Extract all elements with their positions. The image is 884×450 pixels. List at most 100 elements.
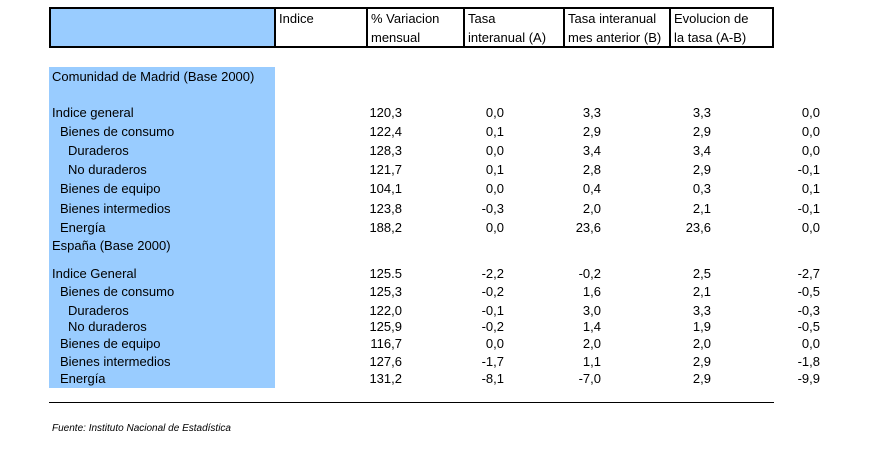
cell-evolucion: -0,5: [797, 284, 820, 299]
table-row: Bienes de equipo 116,7 0,0 2,0 2,0 0,0: [49, 335, 820, 353]
bottom-divider: [49, 402, 774, 403]
table-row: No duraderos 121,7 0,1 2,8 2,9 -0,1: [49, 161, 820, 179]
cell-variacion: 0,0: [485, 220, 504, 235]
cell-variacion: -0,2: [481, 319, 504, 334]
cell-evolucion: -2,7: [797, 266, 820, 281]
cell-indice: 125.5: [369, 266, 402, 281]
cell-evolucion: -1,8: [797, 354, 820, 369]
cell-tasa-a: 0,4: [582, 181, 601, 196]
row-label: No duraderos: [68, 162, 147, 177]
section-title-espana: España (Base 2000): [52, 238, 171, 253]
cell-indice: 127,6: [369, 354, 402, 369]
cell-indice: 116,7: [370, 336, 402, 351]
cell-variacion: -2,2: [481, 266, 504, 281]
row-label: Indice General: [52, 266, 137, 281]
cell-indice: 125,3: [369, 284, 402, 299]
table-row: Bienes intermedios 127,6 -1,7 1,1 2,9 -1…: [49, 353, 820, 371]
row-label: Indice general: [52, 105, 134, 120]
header-variacion-mensual: % Variacion mensual: [366, 7, 464, 48]
table-row: Bienes intermedios 123,8 -0,3 2,0 2,1 -0…: [49, 200, 820, 218]
cell-tasa-a: -0,2: [578, 266, 601, 281]
table-row: Indice general 120,3 0,0 3,3 3,3 0,0: [49, 104, 820, 122]
cell-indice: 188,2: [369, 220, 402, 235]
cell-tasa-a: 2,0: [582, 201, 601, 216]
cell-tasa-a: 23,6: [575, 220, 601, 235]
cell-evolucion: -0,1: [797, 162, 820, 177]
cell-indice: 128,3: [369, 143, 402, 158]
cell-tasa-b: 0,3: [692, 181, 711, 196]
cell-tasa-a: 1,1: [582, 354, 601, 369]
cell-tasa-b: 2,9: [692, 371, 711, 386]
cell-variacion: 0,0: [485, 336, 504, 351]
table-row: Energía 188,2 0,0 23,6 23,6 0,0: [49, 219, 820, 237]
table-row: Bienes de consumo 122,4 0,1 2,9 2,9 0,0: [49, 123, 820, 141]
cell-tasa-b: 2,9: [692, 162, 711, 177]
cell-tasa-b: 3,4: [692, 143, 711, 158]
table-row: Duraderos 122,0 -0,1 3,0 3,3 -0,3: [49, 302, 820, 320]
row-label: Energía: [60, 220, 106, 235]
cell-tasa-b: 2,5: [692, 266, 711, 281]
cell-evolucion: 0,0: [801, 336, 820, 351]
table-row: Bienes de equipo 104,1 0,0 0,4 0,3 0,1: [49, 180, 820, 198]
cell-tasa-a: -7,0: [578, 371, 601, 386]
cell-tasa-a: 3,4: [582, 143, 601, 158]
section-title-madrid: Comunidad de Madrid (Base 2000): [52, 69, 255, 84]
cell-tasa-b: 1,9: [692, 319, 711, 334]
table-row: Duraderos 128,3 0,0 3,4 3,4 0,0: [49, 142, 820, 160]
row-label: No duraderos: [68, 319, 147, 334]
row-label: Bienes de consumo: [60, 284, 175, 299]
row-label: Bienes de equipo: [60, 336, 161, 351]
cell-tasa-a: 2,0: [582, 336, 601, 351]
cell-variacion: -8,1: [481, 371, 504, 386]
cell-variacion: 0,1: [485, 124, 504, 139]
cell-evolucion: -0,1: [797, 201, 820, 216]
header-tasa-interanual: Tasa interanual (A): [463, 7, 564, 48]
header-row: [49, 7, 774, 48]
cell-tasa-a: 1,6: [582, 284, 601, 299]
cell-evolucion: -9,9: [797, 371, 820, 386]
cell-tasa-b: 3,3: [692, 303, 711, 318]
cell-indice: 122,0: [369, 303, 402, 318]
label-column-background: [49, 67, 275, 388]
row-label: Energía: [60, 371, 106, 386]
cell-evolucion: 0,0: [801, 143, 820, 158]
row-label: Duraderos: [68, 143, 129, 158]
cell-evolucion: -0,3: [797, 303, 820, 318]
cell-evolucion: 0,0: [801, 220, 820, 235]
cell-variacion: 0,0: [485, 143, 504, 158]
row-label: Bienes de equipo: [60, 181, 161, 196]
cell-evolucion: 0,1: [801, 181, 820, 196]
row-label: Bienes de consumo: [60, 124, 175, 139]
cell-tasa-a: 2,9: [582, 124, 601, 139]
table-row: No duraderos 125,9 -0,2 1,4 1,9 -0,5: [49, 318, 820, 336]
cell-tasa-b: 2,9: [692, 354, 711, 369]
source-note: Fuente: Instituto Nacional de Estadístic…: [52, 423, 231, 434]
row-label: Duraderos: [68, 303, 129, 318]
cell-indice: 122,4: [369, 124, 402, 139]
row-label: Bienes intermedios: [60, 201, 171, 216]
cell-indice: 123,8: [369, 201, 402, 216]
cell-variacion: -0,2: [481, 284, 504, 299]
cell-tasa-b: 2,9: [692, 124, 711, 139]
table-row: Indice General 125.5 -2,2 -0,2 2,5 -2,7: [49, 265, 820, 283]
table-row: Energía 131,2 -8,1 -7,0 2,9 -9,9: [49, 370, 820, 388]
cell-evolucion: 0,0: [801, 124, 820, 139]
cell-indice: 120,3: [369, 105, 402, 120]
header-tasa-mes-anterior: Tasa interanual mes anterior (B): [563, 7, 670, 48]
cell-tasa-b: 23,6: [685, 220, 711, 235]
cell-variacion: -1,7: [481, 354, 504, 369]
header-indice: Indice: [274, 7, 367, 48]
cell-evolucion: -0,5: [797, 319, 820, 334]
cell-tasa-a: 2,8: [582, 162, 601, 177]
cell-indice: 131,2: [369, 371, 402, 386]
cell-tasa-b: 2,1: [692, 284, 711, 299]
table-row: Bienes de consumo 125,3 -0,2 1,6 2,1 -0,…: [49, 283, 820, 301]
cell-variacion: -0,1: [481, 303, 504, 318]
cell-indice: 125,9: [369, 319, 402, 334]
cell-variacion: 0,0: [485, 181, 504, 196]
cell-indice: 104,1: [369, 181, 402, 196]
cell-tasa-b: 2,0: [692, 336, 711, 351]
row-label: Bienes intermedios: [60, 354, 171, 369]
header-evolucion-tasa: Evolucion de la tasa (A-B): [669, 7, 774, 48]
